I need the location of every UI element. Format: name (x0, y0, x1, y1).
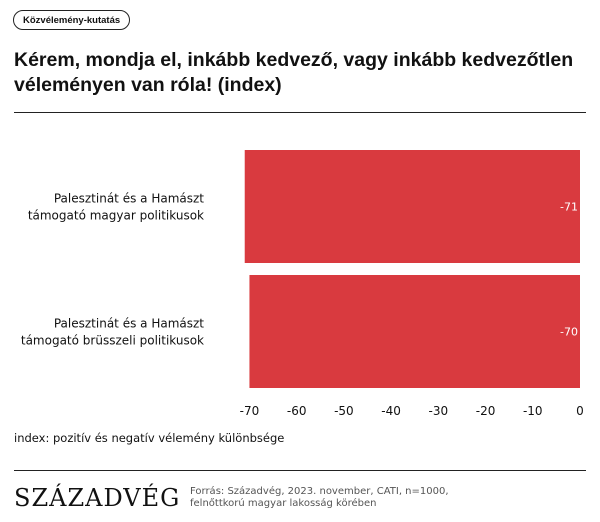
x-tick-label-5: -20 (476, 404, 496, 418)
category-label-0-line-0: Palesztinát és a Hamászt (54, 192, 204, 206)
x-axis-ticks-group: -70 -60 -50 -40 -30 -20 -10 0 (240, 404, 584, 418)
x-tick-label-4: -30 (429, 404, 449, 418)
x-tick-label-7: 0 (576, 404, 584, 418)
x-tick-label-0: -70 (240, 404, 260, 418)
bars-group: -71 -70 (244, 150, 580, 388)
category-label-0-line-1: támogató magyar politikusok (28, 209, 204, 223)
source-line-2: felnőttkorú magyar lakosság körében (190, 498, 377, 509)
bar-chart: -71 -70 Palesztinát és a Hamászt támogató … (21, 150, 584, 418)
value-label-0: -71 (560, 201, 578, 214)
bar-0 (244, 150, 580, 263)
szazadveg-logo: SZÁZADVÉG (14, 484, 181, 512)
x-tick-label-2: -50 (334, 404, 354, 418)
bar-1 (249, 275, 580, 388)
top-divider (14, 112, 586, 113)
x-tick-label-6: -10 (523, 404, 543, 418)
source-line-1: Forrás: Századvég, 2023. november, CATI,… (190, 486, 449, 497)
x-tick-label-1: -60 (287, 404, 307, 418)
bottom-divider (14, 470, 586, 471)
x-tick-label-3: -40 (381, 404, 401, 418)
value-label-1: -70 (560, 326, 578, 339)
source-note: Forrás: Századvég, 2023. november, CATI,… (190, 486, 530, 510)
category-badge: Közvélemény-kutatás (13, 10, 131, 30)
index-note: index: pozitív és negatív vélemény külön… (14, 431, 285, 445)
category-label-1-line-1: támogató brüsszeli politikusok (21, 334, 204, 348)
category-labels-group: Palesztinát és a Hamászt támogató magyar … (21, 192, 204, 348)
chart-title: Kérem, mondja el, inkább kedvező, vagy i… (14, 49, 574, 96)
category-label-1-line-0: Palesztinát és a Hamászt (54, 317, 204, 331)
